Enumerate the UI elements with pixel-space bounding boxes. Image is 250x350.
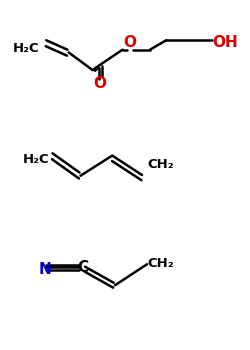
Text: C: C bbox=[78, 260, 88, 275]
Text: O: O bbox=[94, 77, 106, 91]
Text: OH: OH bbox=[212, 35, 238, 50]
Text: O: O bbox=[124, 35, 136, 50]
Text: H₂C: H₂C bbox=[22, 153, 49, 166]
Text: CH₂: CH₂ bbox=[148, 158, 174, 171]
Text: CH₂: CH₂ bbox=[148, 257, 174, 270]
Text: N: N bbox=[39, 262, 52, 277]
Text: H₂C: H₂C bbox=[12, 42, 39, 55]
